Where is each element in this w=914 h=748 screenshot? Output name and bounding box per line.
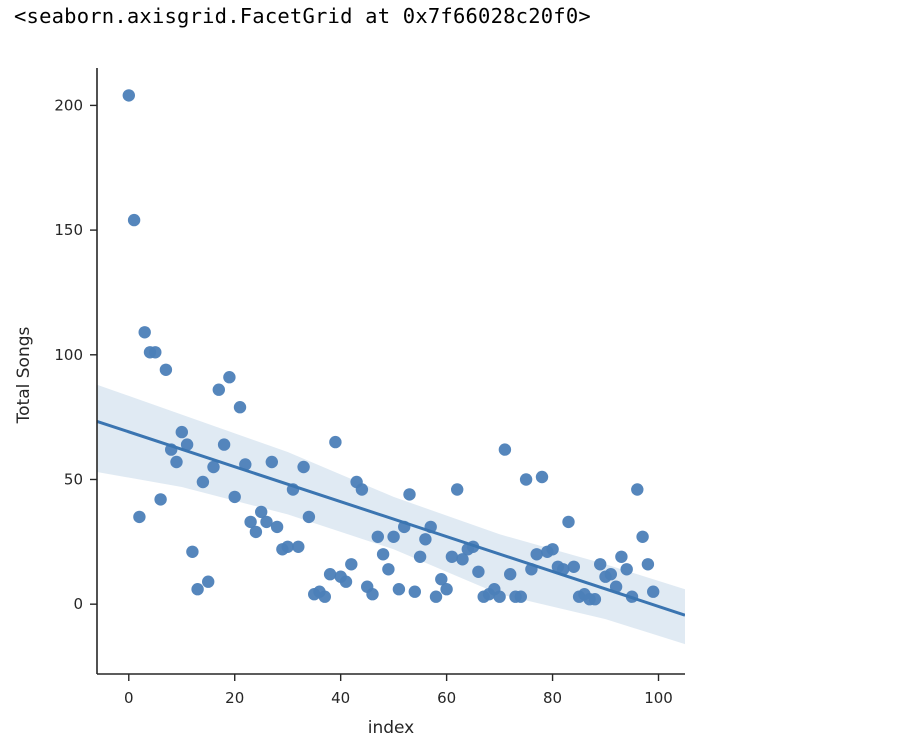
x-tick-label: 20 — [225, 689, 244, 707]
data-point — [318, 590, 331, 603]
data-point — [138, 326, 151, 339]
data-point — [567, 560, 580, 573]
data-point — [419, 533, 432, 546]
y-tick-label: 150 — [54, 221, 83, 239]
labels-layer: 0 50 100 150 200 0 20 40 60 80 100 index Total Songs — [14, 96, 673, 738]
data-point — [620, 563, 633, 576]
x-tick-label: 60 — [437, 689, 456, 707]
data-point — [445, 550, 459, 563]
data-point — [609, 580, 623, 593]
data-point — [281, 540, 294, 553]
y-tick-label: 0 — [73, 595, 83, 613]
data-point — [345, 558, 358, 571]
data-point — [557, 563, 570, 576]
x-tick-label: 40 — [331, 689, 350, 707]
axes-layer — [90, 68, 685, 681]
x-tick-label: 100 — [644, 689, 673, 707]
data-point — [435, 573, 448, 586]
data-point — [615, 550, 628, 563]
data-point — [371, 530, 384, 543]
data-point — [233, 401, 247, 414]
data-point — [647, 585, 660, 598]
data-point — [323, 568, 337, 581]
x-tick-label: 0 — [124, 689, 134, 707]
data-point — [562, 515, 575, 529]
data-point — [339, 575, 353, 588]
data-point — [122, 89, 135, 102]
cell-output-repr: <seaborn.axisgrid.FacetGrid at 0x7f66028… — [14, 4, 591, 28]
y-axis-label: Total Songs — [14, 327, 34, 425]
data-point — [366, 588, 379, 601]
regression-line — [97, 419, 685, 617]
data-point — [636, 530, 649, 543]
data-point — [472, 565, 485, 578]
data-point — [159, 363, 173, 376]
data-point — [260, 515, 273, 529]
data-point — [519, 473, 533, 486]
data-point — [265, 455, 278, 469]
data-point — [546, 543, 559, 556]
data-point — [413, 550, 427, 563]
data-point — [223, 371, 236, 384]
data-point — [249, 525, 263, 539]
data-point — [202, 575, 215, 588]
data-point — [376, 548, 390, 561]
data-point — [604, 568, 617, 581]
data-point — [641, 558, 655, 571]
confidence-band — [97, 384, 685, 645]
data-point — [217, 438, 231, 451]
data-point — [292, 540, 305, 553]
data-point — [297, 460, 310, 474]
data-point — [133, 510, 146, 524]
confidence-band-layer — [97, 384, 685, 645]
data-point — [170, 455, 183, 469]
data-point — [451, 483, 464, 496]
data-point — [239, 458, 252, 471]
data-point — [387, 530, 400, 543]
y-tick-label: 200 — [54, 96, 83, 114]
scatter-points-layer — [122, 89, 660, 606]
data-point — [588, 593, 602, 606]
data-point — [514, 590, 527, 603]
data-point — [382, 563, 395, 576]
data-point — [440, 583, 453, 596]
data-point — [429, 590, 443, 603]
data-point — [149, 346, 162, 359]
data-point — [594, 558, 607, 571]
data-point — [408, 585, 421, 598]
data-point — [207, 460, 220, 474]
data-point — [631, 483, 644, 496]
data-point — [175, 425, 188, 439]
data-point — [355, 483, 369, 496]
data-point — [302, 510, 316, 524]
data-point — [392, 583, 406, 596]
data-point — [493, 590, 506, 603]
y-tick-label: 100 — [54, 346, 83, 364]
regression-line-layer — [97, 419, 685, 617]
data-point — [180, 438, 194, 451]
data-point — [244, 515, 257, 529]
x-tick-label: 80 — [543, 689, 562, 707]
data-point — [212, 383, 225, 396]
x-axis-label: index — [368, 718, 415, 738]
data-point — [498, 443, 512, 456]
y-tick-label: 50 — [64, 470, 83, 488]
data-point — [530, 548, 543, 561]
data-point — [154, 493, 167, 506]
data-point — [196, 475, 210, 489]
data-point — [127, 213, 141, 227]
data-point — [191, 583, 204, 596]
data-point — [228, 490, 241, 504]
data-point — [270, 520, 284, 534]
data-point — [329, 435, 342, 449]
data-point — [403, 488, 416, 501]
data-point — [456, 553, 469, 566]
data-point — [535, 470, 549, 484]
data-point — [504, 568, 517, 581]
data-point — [186, 545, 199, 558]
data-point — [255, 505, 268, 519]
